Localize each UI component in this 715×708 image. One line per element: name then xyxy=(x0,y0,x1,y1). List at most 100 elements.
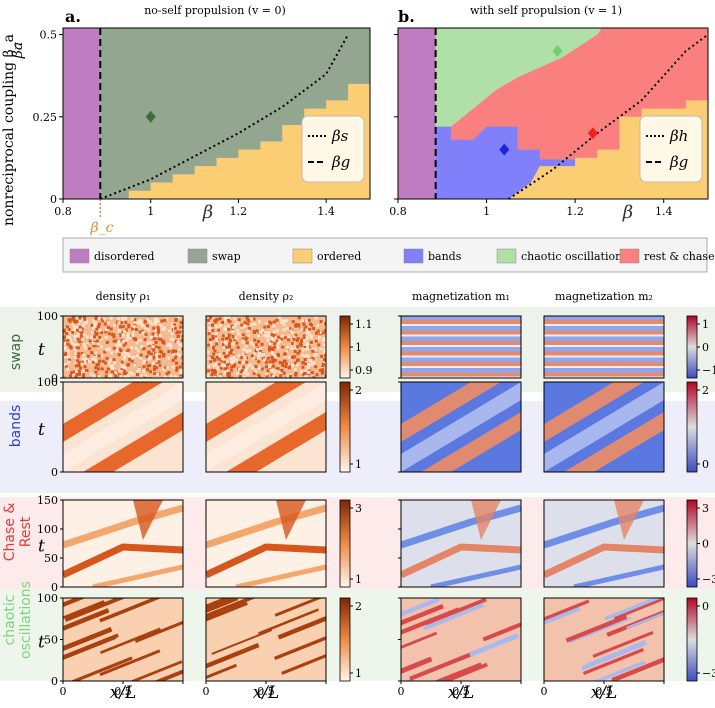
heat-frame xyxy=(205,381,327,473)
heat-cell xyxy=(257,360,261,364)
heat-cell xyxy=(300,340,304,344)
heat-cell xyxy=(300,338,304,342)
heat-cell xyxy=(233,363,237,367)
heat-cell xyxy=(299,376,303,378)
heat-cell xyxy=(105,356,109,360)
heat-cell xyxy=(306,345,310,349)
heat-cell xyxy=(63,353,67,357)
heat-cell xyxy=(222,357,226,361)
heat-cell xyxy=(244,324,248,328)
heat-cell xyxy=(257,353,261,357)
heat-cell xyxy=(75,325,79,329)
heat-cell xyxy=(92,341,96,345)
heat-cell xyxy=(153,320,157,324)
heat-frame xyxy=(543,499,665,588)
heat-cell xyxy=(128,357,132,361)
heat-cell xyxy=(244,349,248,353)
heat-cell xyxy=(123,375,127,378)
heat-cell xyxy=(300,349,304,353)
heat-streak xyxy=(99,627,161,654)
heat-cell xyxy=(310,370,314,374)
heat-cell xyxy=(91,360,95,364)
heat-cell xyxy=(227,336,231,340)
heat-cell xyxy=(168,342,172,346)
heat-cell xyxy=(172,323,176,327)
heat-cell xyxy=(104,374,108,378)
heatmap-2-2 xyxy=(401,500,521,587)
heat-cell xyxy=(268,346,272,350)
heat-stripe xyxy=(401,324,521,326)
heat-cell xyxy=(312,376,316,378)
heat-cell xyxy=(134,327,138,331)
heat-cell xyxy=(282,371,286,375)
heat-cell xyxy=(227,371,231,375)
heat-cell xyxy=(210,373,214,377)
heat-stripe xyxy=(544,355,664,358)
heat-cell xyxy=(97,374,101,378)
heat-cell xyxy=(321,338,325,342)
heatmap-3-3 xyxy=(544,598,664,681)
heat-cell xyxy=(157,337,161,341)
heat-stripe xyxy=(544,362,664,366)
heat-cell xyxy=(73,326,77,330)
heat-cell xyxy=(100,354,104,358)
heat-cell xyxy=(154,328,158,332)
heat-cell xyxy=(219,366,223,370)
legend-label-rest-chase: rest & chase xyxy=(644,250,715,263)
heat-cell xyxy=(120,316,124,320)
heat-cell xyxy=(176,340,180,344)
heat-frame xyxy=(62,315,184,379)
heat-cell xyxy=(63,347,67,351)
x-tick-label: 0.5 xyxy=(114,685,132,698)
heat-cell xyxy=(295,363,299,367)
heat-frame xyxy=(543,315,665,379)
heat-cell xyxy=(246,322,250,326)
heat-cell xyxy=(84,368,88,372)
heat-cell xyxy=(76,346,80,350)
heat-cell xyxy=(255,329,259,333)
heat-streak xyxy=(206,598,239,614)
heat-cell xyxy=(140,345,144,349)
heat-cell xyxy=(242,376,246,378)
heat-cell xyxy=(146,328,150,332)
heat-cell xyxy=(80,338,84,342)
heat-cell xyxy=(94,366,98,370)
heat-cell xyxy=(124,320,128,324)
heat-cell xyxy=(145,324,149,328)
heat-cell xyxy=(322,350,326,354)
heat-cell xyxy=(305,327,309,331)
magnetization-colorbar xyxy=(686,315,698,379)
heat-cell xyxy=(257,334,261,338)
heat-cell xyxy=(120,364,124,368)
heat-cell xyxy=(271,351,275,355)
heat-cell xyxy=(77,369,81,373)
heat-cell xyxy=(92,335,96,339)
heat-cell xyxy=(218,317,222,321)
heat-cell xyxy=(112,346,116,350)
heat-cell xyxy=(78,372,82,376)
t-tick-label: 100 xyxy=(37,310,58,323)
heat-cell xyxy=(75,316,79,320)
legend-swatch xyxy=(619,248,640,264)
heat-cell xyxy=(302,338,306,342)
heat-cell xyxy=(231,342,235,346)
heat-streak xyxy=(63,504,183,549)
heat-streak xyxy=(258,608,319,635)
heat-cell xyxy=(73,348,77,352)
heat-cell xyxy=(227,342,231,346)
colorbar-label: 0.9 xyxy=(355,364,373,377)
heat-cell xyxy=(143,320,147,324)
heat-cell xyxy=(314,339,318,343)
heat-cell xyxy=(231,328,235,332)
heat-cell xyxy=(66,342,70,346)
heat-cell xyxy=(73,337,77,341)
heat-cell xyxy=(248,349,252,353)
heat-cell xyxy=(69,338,73,342)
heat-cell xyxy=(277,353,281,357)
heat-streak xyxy=(206,642,260,669)
heat-cell xyxy=(174,349,178,353)
heat-cell xyxy=(284,365,288,369)
magnetization-colorbar xyxy=(686,597,698,682)
heat-cell xyxy=(179,371,183,375)
heat-cell xyxy=(100,367,104,371)
